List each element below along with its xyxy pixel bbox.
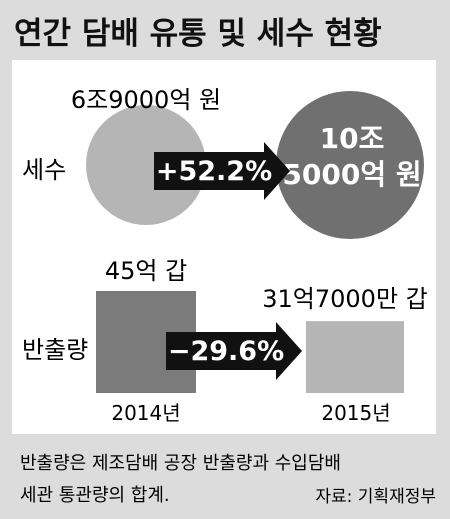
volume-value-label-2015: 31억7000만 갑 (262, 285, 428, 313)
tax-value-label-2014: 6조9000억 원 (71, 86, 221, 114)
tax-bubble-2014 (86, 105, 206, 225)
tax-row-label: 세수 (22, 156, 66, 184)
tax-arrow (154, 142, 290, 200)
source-note: 자료: 기획재정부 (315, 487, 436, 507)
category-label-2015: 2015년 (321, 401, 390, 425)
chart-title: 연간 담배 유통 및 세수 현황 (14, 16, 382, 52)
volume-bar-2015 (306, 321, 404, 393)
volume-arrow (166, 322, 302, 380)
tax-value-label-2015: 10조 5000억 원 (282, 122, 421, 191)
tax-revenue-row: 세수 6조9000억 원 10조 5000억 원 +52.2% (22, 86, 424, 239)
volume-change-label: −29.6% (168, 336, 284, 367)
volume-value-label-2014: 45억 갑 (105, 257, 187, 285)
volume-row-label: 반출량 (22, 336, 88, 364)
footnote: 반출량은 제조담배 공장 반출량과 수입담배 세관 통관량의 합계. (20, 453, 341, 506)
tax-bubble-2015 (276, 91, 424, 239)
category-label-2014: 2014년 (111, 401, 180, 425)
tax-change-label: +52.2% (156, 156, 272, 187)
